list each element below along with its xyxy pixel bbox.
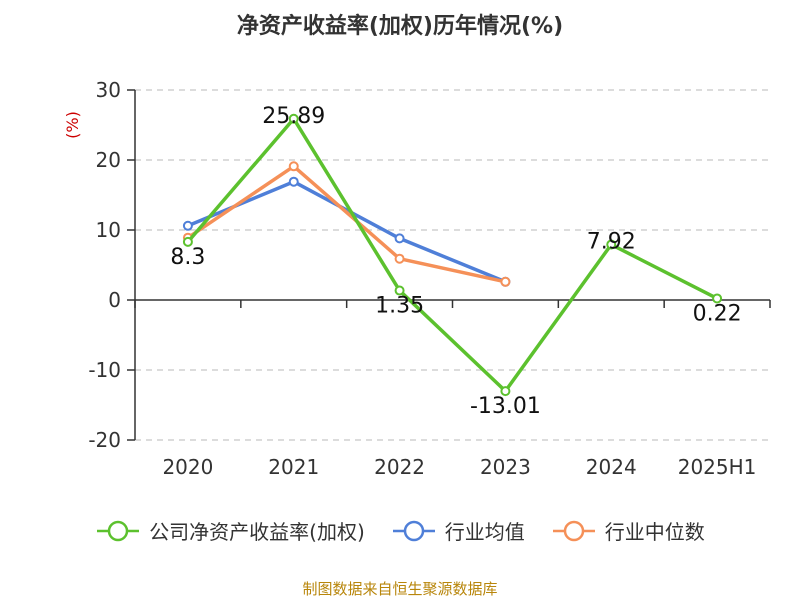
- y-axis-label: (%): [63, 111, 82, 139]
- data-point: [182, 236, 193, 247]
- series-line: [186, 117, 718, 393]
- data-point: [288, 113, 299, 124]
- source-note: 制图数据来自恒生聚源数据库: [302, 580, 498, 598]
- data-point: [712, 293, 723, 304]
- x-tick-label: 2025H1: [678, 455, 757, 479]
- data-label: 7.92: [587, 230, 636, 255]
- data-point: [500, 386, 511, 397]
- data-label: -13.01: [470, 394, 541, 419]
- series-line: [187, 179, 507, 284]
- data-label: 1.35: [375, 294, 424, 319]
- legend-label: 行业中位数: [604, 520, 705, 544]
- data-label: 0.22: [693, 301, 742, 326]
- data-labels: 8.3 25.89 1.35 -13.01 7.92 0.22: [170, 104, 741, 419]
- x-tick-label: 2021: [268, 455, 319, 479]
- data-label: 8.3: [170, 245, 205, 270]
- x-tick-label: 2020: [162, 455, 213, 479]
- legend-swatch-icon: [97, 520, 140, 541]
- data-point: [288, 176, 299, 187]
- y-tick-label: 0: [108, 288, 121, 312]
- data-point: [394, 233, 405, 244]
- y-tick-label: -10: [88, 358, 121, 382]
- y-tick-label: 10: [96, 218, 121, 242]
- gridlines: [135, 89, 770, 441]
- legend-label: 行业均值: [444, 520, 525, 544]
- legend-item: 行业均值: [391, 516, 525, 545]
- legend: 公司净资产收益率(加权) 行业均值 行业中位数: [0, 516, 800, 545]
- series-line: [186, 164, 506, 284]
- legend-swatch-icon: [552, 520, 595, 541]
- data-point: [394, 253, 405, 264]
- data-point: [394, 285, 405, 296]
- x-tick-label: 2024: [586, 455, 637, 479]
- y-tick-label: 20: [96, 148, 121, 172]
- data-point: [500, 276, 511, 287]
- x-tick-label: 2022: [374, 455, 425, 479]
- legend-label: 公司净资产收益率(加权): [149, 520, 365, 544]
- data-label: 25.89: [262, 104, 325, 129]
- legend-swatch-icon: [392, 520, 435, 541]
- data-point: [606, 239, 617, 250]
- x-tick-label: 2023: [480, 455, 531, 479]
- legend-item: 行业中位数: [551, 516, 705, 545]
- data-point: [182, 220, 193, 231]
- axes: 30 20 10 0 -10 -20 2020 2021 2022 2023 2024 2025H1: [88, 78, 771, 479]
- y-tick-label: 30: [96, 78, 121, 102]
- y-tick-label: -20: [88, 428, 121, 452]
- series-lines: [182, 113, 723, 397]
- legend-item: 公司净资产收益率(加权): [95, 516, 365, 545]
- data-point: [288, 161, 299, 172]
- chart-title: 净资产收益率(加权)历年情况(%): [236, 14, 564, 39]
